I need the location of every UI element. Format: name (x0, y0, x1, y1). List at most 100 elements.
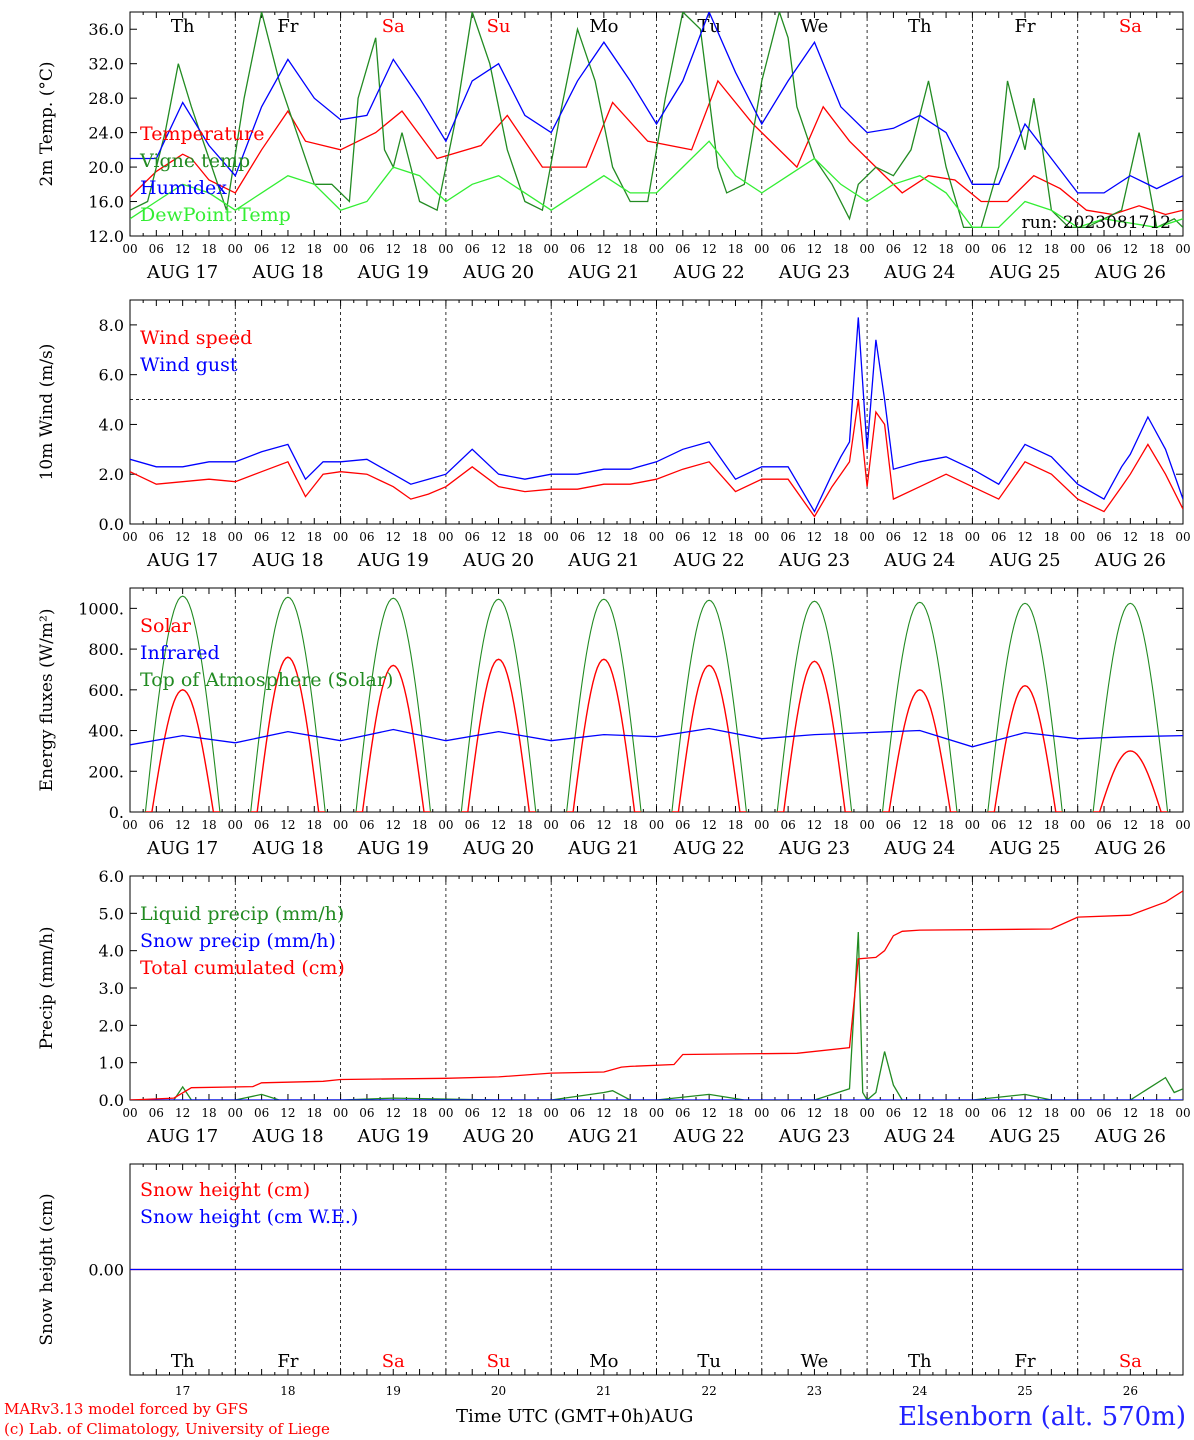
hour-tick-label: 18 (201, 242, 216, 256)
hour-tick-label: 06 (465, 1106, 480, 1120)
hour-tick-label: 06 (675, 1106, 690, 1120)
hour-tick-label: 12 (596, 530, 611, 544)
legend-entry: Wind speed (140, 327, 252, 349)
y-tick-label: 2.0 (99, 1016, 124, 1035)
hour-tick-label: 12 (1123, 1106, 1138, 1120)
y-tick-label: 0.00 (88, 1261, 124, 1280)
y-tick-label: 32.0 (88, 55, 124, 74)
weekday-label: Fr (1015, 16, 1036, 37)
dewpoint-temp-line (130, 140, 1183, 229)
hour-tick-label: 06 (149, 1106, 164, 1120)
solar-line (987, 684, 1063, 812)
day-number-label: 23 (807, 1384, 822, 1398)
toa-solar-line (566, 598, 642, 812)
toa-solar-line (355, 597, 432, 812)
hour-tick-label: 00 (754, 1106, 769, 1120)
y-tick-label: 600. (88, 681, 124, 700)
run-annotation: run: 2023081712 (1022, 213, 1171, 233)
hour-tick-label: 12 (280, 242, 295, 256)
hour-tick-label: 12 (175, 1106, 190, 1120)
hour-tick-label: 18 (1044, 1106, 1059, 1120)
solar-line (671, 664, 747, 812)
y-tick-label: 28.0 (88, 89, 124, 108)
hour-tick-label: 12 (175, 818, 190, 832)
day-number-label: 22 (702, 1384, 717, 1398)
y-tick-label: 2.0 (99, 465, 124, 484)
y-tick-label: 8.0 (99, 316, 124, 335)
hour-tick-label: 00 (438, 1106, 453, 1120)
hour-tick-label: 00 (754, 530, 769, 544)
date-label: AUG 18 (251, 550, 323, 571)
y-tick-label: 20.0 (88, 158, 124, 177)
legend-entry: Snow height (cm W.E.) (140, 1206, 358, 1228)
date-label: AUG 26 (1094, 1126, 1166, 1147)
weekday-label: Tu (697, 1351, 721, 1372)
hour-tick-label: 00 (333, 1106, 348, 1120)
hour-tick-label: 06 (886, 242, 901, 256)
hour-tick-label: 12 (280, 1106, 295, 1120)
weekday-label: Sa (382, 1351, 405, 1372)
hour-tick-label: 18 (412, 818, 427, 832)
hour-tick-label: 00 (228, 530, 243, 544)
hour-tick-label: 18 (1044, 530, 1059, 544)
y-axis-title: Snow height (cm) (37, 1193, 57, 1345)
date-label: AUG 24 (883, 838, 955, 859)
weekday-label: Su (487, 16, 511, 37)
legend-entry: Infrared (140, 642, 220, 664)
date-label: AUG 23 (778, 838, 850, 859)
hour-tick-label: 06 (149, 530, 164, 544)
hour-tick-label: 00 (544, 530, 559, 544)
hour-tick-label: 06 (359, 530, 374, 544)
wind-speed-line (130, 399, 1183, 518)
hour-tick-label: 18 (728, 1106, 743, 1120)
hour-tick-label: 12 (386, 1106, 401, 1120)
hour-tick-label: 06 (570, 818, 585, 832)
hour-tick-label: 00 (965, 242, 980, 256)
hour-tick-label: 00 (544, 818, 559, 832)
weekday-label: Fr (1015, 1351, 1036, 1372)
hour-tick-label: 06 (1096, 530, 1111, 544)
hour-tick-label: 18 (307, 818, 322, 832)
date-label: AUG 19 (357, 550, 429, 571)
weekday-label: Fr (277, 1351, 298, 1372)
y-tick-label: 12.0 (88, 227, 124, 246)
y-tick-label: 16.0 (88, 193, 124, 212)
solar-line (356, 664, 431, 812)
date-label: AUG 20 (462, 550, 534, 571)
hour-tick-label: 00 (544, 1106, 559, 1120)
hour-tick-label: 00 (438, 530, 453, 544)
solar-line (566, 658, 642, 812)
toa-solar-line (987, 602, 1063, 812)
date-label: AUG 17 (146, 1126, 218, 1147)
hour-tick-label: 06 (780, 530, 795, 544)
hour-tick-label: 06 (359, 1106, 374, 1120)
hour-tick-label: 12 (912, 818, 927, 832)
hour-tick-label: 06 (886, 1106, 901, 1120)
hour-tick-label: 06 (675, 818, 690, 832)
hour-tick-label: 00 (122, 530, 137, 544)
hour-tick-label: 06 (886, 818, 901, 832)
hour-tick-label: 06 (570, 1106, 585, 1120)
hour-tick-label: 06 (465, 818, 480, 832)
total-cumulated-cm-line (130, 890, 1183, 1100)
hour-tick-label: 06 (254, 818, 269, 832)
hour-tick-label: 00 (438, 242, 453, 256)
y-tick-label: 4.0 (99, 415, 124, 434)
hour-tick-label: 00 (333, 818, 348, 832)
hour-tick-label: 06 (359, 242, 374, 256)
hour-tick-label: 12 (702, 530, 717, 544)
weekday-label: Th (171, 1351, 195, 1372)
day-number-label: 20 (491, 1384, 506, 1398)
weekday-label: Sa (382, 16, 405, 37)
date-label: AUG 24 (883, 1126, 955, 1147)
hour-tick-label: 18 (201, 530, 216, 544)
hour-tick-label: 12 (912, 530, 927, 544)
hour-tick-label: 18 (1149, 242, 1164, 256)
wind-gust-line (130, 317, 1183, 513)
y-axis-title: 2m Temp. (°C) (37, 61, 57, 186)
hour-tick-label: 06 (149, 242, 164, 256)
date-label: AUG 26 (1094, 550, 1166, 571)
hour-tick-label: 06 (149, 818, 164, 832)
date-label: AUG 24 (883, 262, 955, 283)
hour-tick-label: 06 (465, 242, 480, 256)
